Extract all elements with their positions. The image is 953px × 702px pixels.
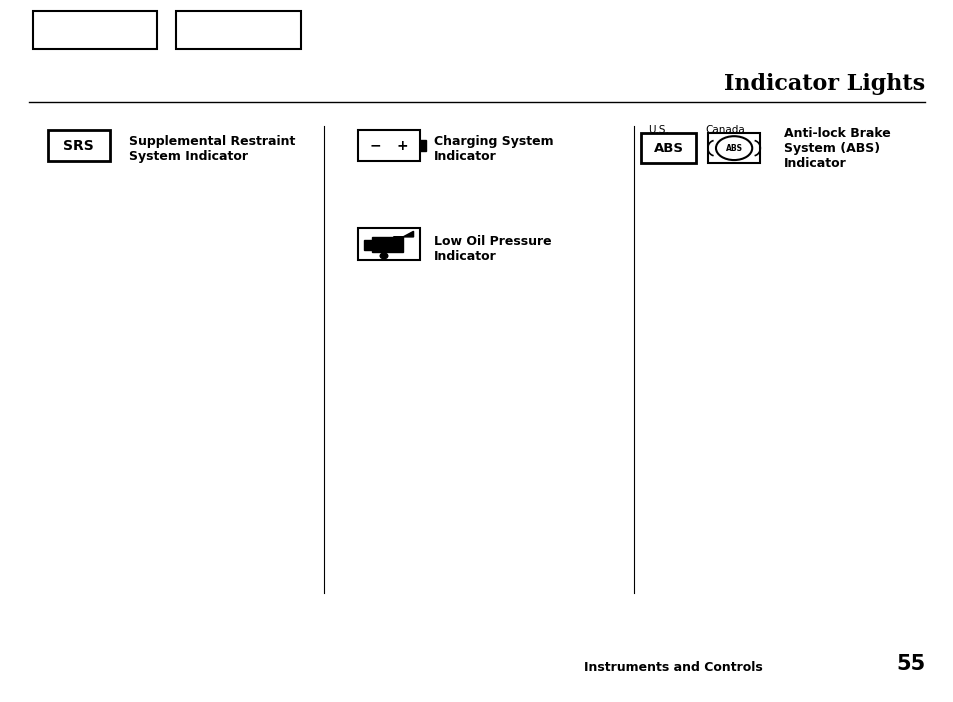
Polygon shape	[371, 237, 402, 253]
Bar	[707, 133, 760, 163]
Polygon shape	[393, 232, 414, 237]
Bar	[357, 228, 419, 260]
Ellipse shape	[379, 253, 387, 258]
Text: −: −	[369, 139, 380, 152]
Text: Charging System
Indicator: Charging System Indicator	[434, 135, 553, 163]
Text: +: +	[396, 139, 408, 152]
Polygon shape	[363, 240, 371, 250]
Bar	[419, 140, 426, 152]
Text: ABS: ABS	[725, 144, 741, 152]
Text: Indicator Lights: Indicator Lights	[723, 73, 924, 95]
Text: Canada: Canada	[704, 125, 744, 135]
Text: Instruments and Controls: Instruments and Controls	[584, 661, 762, 674]
Text: Low Oil Pressure
Indicator: Low Oil Pressure Indicator	[434, 235, 551, 263]
Ellipse shape	[715, 136, 751, 160]
Bar	[640, 133, 696, 163]
Text: Supplemental Restraint
System Indicator: Supplemental Restraint System Indicator	[129, 135, 294, 163]
Text: Anti-lock Brake
System (ABS)
Indicator: Anti-lock Brake System (ABS) Indicator	[783, 127, 890, 171]
Text: ABS: ABS	[653, 142, 683, 154]
Bar	[176, 11, 300, 49]
Text: 55: 55	[895, 654, 924, 674]
Text: SRS: SRS	[63, 139, 94, 152]
Bar	[357, 130, 419, 161]
Bar	[33, 11, 157, 49]
Text: U.S.: U.S.	[647, 125, 668, 135]
Bar	[48, 130, 110, 161]
